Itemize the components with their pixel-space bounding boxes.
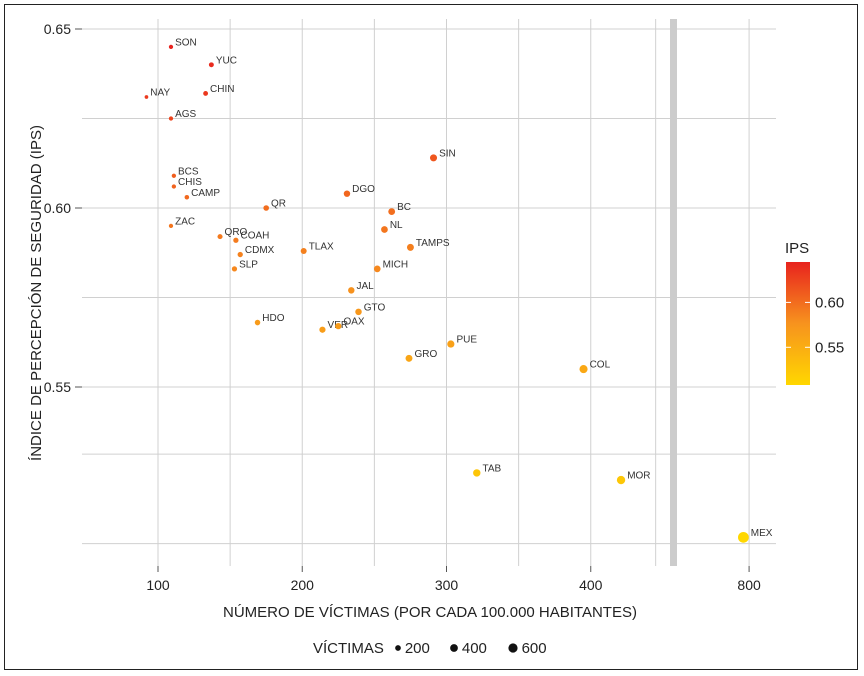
point-label: CHIN [210,84,234,95]
size-legend: VÍCTIMAS 200 400 600 [313,640,547,657]
size-legend-items: 200 400 600 [395,640,547,657]
y-tick-label: 0.60 [44,200,71,216]
x-tick-label: 400 [579,577,603,593]
point-label: TLAX [309,241,334,252]
size-legend-title: VÍCTIMAS [313,640,384,657]
size-legend-label: 400 [462,640,487,657]
point-label: TAMPS [416,238,450,249]
data-point [373,265,381,273]
size-legend-label: 200 [405,640,430,657]
point-label: GRO [414,349,437,360]
x-tick-label: 800 [737,577,761,593]
point-label: COAH [241,231,270,242]
data-point [254,319,261,326]
x-axis-break [670,19,677,566]
color-legend-bar [786,262,810,385]
data-point [231,266,238,272]
point-label: QRO [225,227,248,238]
size-legend-label: 600 [522,640,547,657]
data-point [579,365,588,374]
chart-frame: 0.55 0.60 0.65 100 200 300 400 800 SON YUC CHIN N… [4,4,858,670]
data-point [144,95,149,99]
point-label: CDMX [245,245,275,256]
color-legend-ticks: 0.55 0.60 [786,294,844,356]
x-tick-label: 100 [146,577,170,593]
size-legend-marker [395,645,401,651]
data-point [168,223,174,229]
x-axis-title: NÚMERO DE VÍCTIMAS (POR CADA 100.000 HAB… [223,604,637,621]
data-point [381,226,388,233]
point-label: MICH [383,259,409,270]
x-tick-label: 300 [435,577,459,593]
point-label: ZAC [175,216,195,227]
data-point [171,184,177,189]
point-label: BCS [178,166,199,177]
point-label: MEX [751,528,773,539]
data-point [335,322,342,330]
data-point [343,190,351,197]
color-legend: IPS 0.55 0.60 [785,240,844,385]
data-point [171,173,177,178]
data-point [447,340,455,348]
data-point [355,308,362,316]
point-label: OAX [343,317,364,328]
data-point [237,251,243,258]
point-label: JAL [357,281,375,292]
point-label: PUE [456,335,477,346]
x-axis-ticks: 100 200 300 400 800 [146,566,761,593]
data-point [429,154,438,162]
point-label: QR [271,199,286,210]
y-axis-ticks: 0.55 0.60 0.65 [44,21,82,395]
color-legend-tick-label: 0.60 [815,294,844,311]
size-legend-marker [508,643,518,653]
point-label: MOR [627,471,650,482]
data-point [208,62,214,68]
point-label: SIN [439,148,456,159]
point-label: TAB [482,463,501,474]
data-point [263,205,269,211]
point-label: BC [397,202,411,213]
data-point [348,287,355,294]
data-point [168,116,174,121]
point-label: DGO [352,184,375,195]
data-point [388,208,396,215]
x-tick-label: 200 [291,577,315,593]
data-point [473,469,481,477]
point-label: GTO [364,302,386,313]
grid-lines [82,19,776,566]
point-label: HDO [262,313,284,324]
point-label: COL [590,360,611,371]
point-label: NAY [150,88,170,99]
point-label: SON [175,37,197,48]
data-point [616,475,626,485]
scatter-chart: 0.55 0.60 0.65 100 200 300 400 800 SON YUC CHIN N… [28,19,844,657]
point-label: CAMP [191,188,220,199]
color-legend-tick-label: 0.55 [815,339,844,356]
data-point [406,243,414,251]
point-label: NL [390,220,403,231]
data-point [300,247,307,254]
data-point [184,194,190,200]
data-point [405,354,413,362]
point-label: CHIS [178,177,202,188]
data-point [738,531,749,543]
data-point [217,234,223,240]
data-point [233,237,239,243]
point-label: SLP [239,259,258,270]
data-point [168,44,174,50]
size-legend-marker [450,644,458,652]
data-point [203,91,209,96]
y-axis-title: ÍNDICE DE PERCEPCIÓN DE SEGURIDAD (IPS) [28,125,45,461]
y-tick-label: 0.65 [44,21,71,37]
y-tick-label: 0.55 [44,379,71,395]
color-legend-title: IPS [785,240,809,257]
point-label: YUC [216,55,237,66]
point-label: AGS [175,109,196,120]
data-point [319,326,326,333]
